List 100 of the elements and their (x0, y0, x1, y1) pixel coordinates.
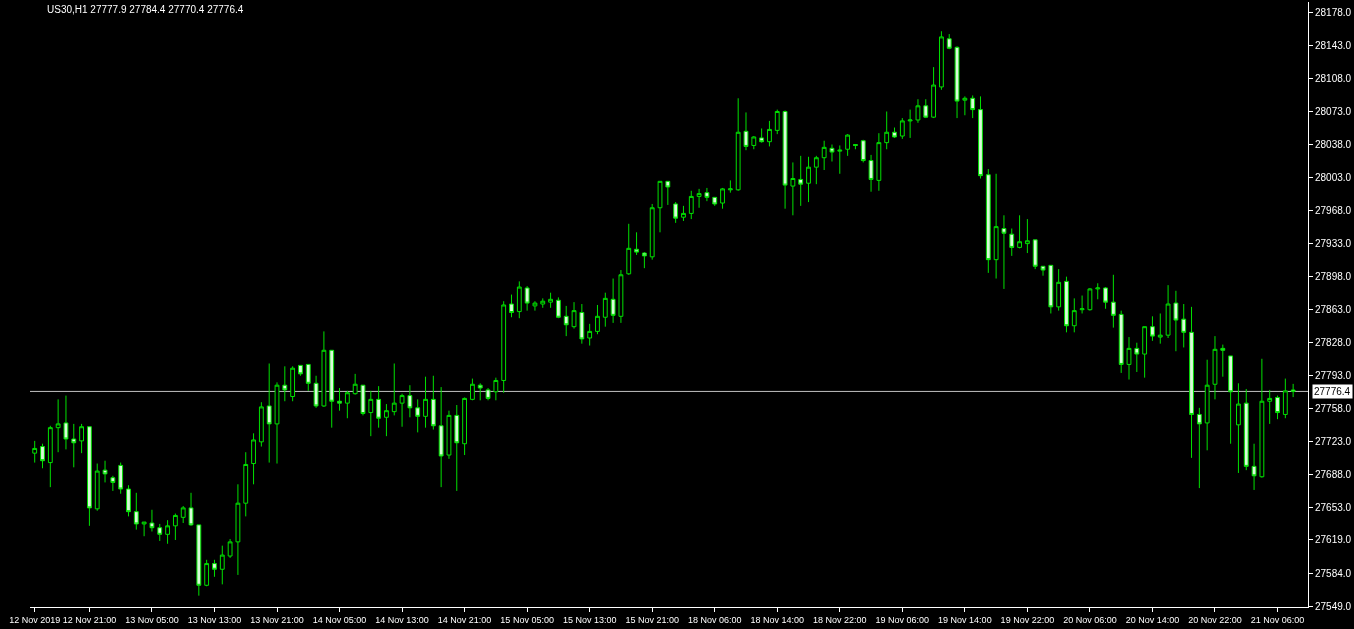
x-tick-label: 19 Nov 14:00 (938, 614, 992, 625)
candlestick (501, 300, 507, 394)
candlestick (563, 305, 569, 337)
x-tick-label: 13 Nov 13:00 (187, 614, 242, 625)
chart-title: US30,H1 27777.9 27784.4 27770.4 27776.4 (47, 4, 244, 15)
candlestick (149, 509, 155, 532)
x-tick-label: 18 Nov 14:00 (750, 614, 805, 625)
candlestick (970, 94, 976, 119)
x-tick-label: 19 Nov 22:00 (1000, 614, 1055, 625)
candlestick (1204, 359, 1210, 451)
candlestick (1165, 284, 1171, 339)
candlestick (720, 187, 725, 210)
candlestick (305, 363, 311, 392)
candlestick (1212, 335, 1218, 400)
x-tick-label: 14 Nov 13:00 (375, 614, 429, 625)
candlestick (399, 393, 405, 428)
candlestick (853, 144, 858, 150)
candlestick (938, 30, 944, 91)
candlestick (860, 139, 866, 163)
candlestick (40, 443, 45, 469)
candlestick (266, 362, 272, 464)
candlestick (829, 144, 835, 163)
candlestick (665, 180, 671, 206)
candlestick (235, 483, 241, 576)
y-tick-label: 28003.0 (1315, 172, 1352, 184)
candlestick (1150, 315, 1155, 342)
x-tick-label: 14 Nov 21:00 (437, 614, 492, 625)
candlestick (759, 127, 765, 144)
candlestick (157, 523, 163, 542)
candlestick (571, 301, 577, 330)
candlestick (1110, 274, 1116, 329)
y-tick-label: 27898.0 (1315, 271, 1352, 283)
candlestick (1275, 395, 1280, 420)
candlestick (141, 521, 147, 537)
candlestick (845, 133, 851, 157)
x-tick-label: 20 Nov 22:00 (1188, 614, 1242, 625)
candlestick (1259, 358, 1265, 479)
candlestick (110, 475, 116, 492)
candlestick (813, 155, 819, 185)
candlestick (1001, 214, 1007, 290)
x-tick-label: 18 Nov 06:00 (687, 614, 742, 625)
candlestick (1189, 306, 1194, 459)
candlestick (1126, 336, 1132, 381)
candlestick (587, 323, 593, 347)
candlestick (376, 385, 382, 429)
candlestick (806, 156, 811, 203)
y-tick-label: 28143.0 (1315, 39, 1352, 51)
candlestick (243, 451, 249, 517)
candlestick (1196, 407, 1202, 489)
candlestick (548, 292, 553, 309)
candlestick (415, 398, 421, 433)
candlestick (298, 364, 303, 377)
candlestick (681, 205, 686, 222)
candlestick (767, 120, 772, 147)
candlestick (610, 278, 616, 324)
candlestick (790, 161, 796, 216)
candlestick (1095, 282, 1101, 300)
candlestick (540, 297, 546, 309)
y-tick-label: 27653.0 (1315, 502, 1352, 514)
candlestick (923, 98, 929, 119)
y-tick-label: 27793.0 (1315, 370, 1352, 382)
candlestick (219, 545, 225, 585)
candlestick (688, 190, 694, 220)
candlestick (798, 155, 804, 207)
candlestick (1103, 286, 1108, 310)
candlestick (204, 559, 210, 587)
candlestick (1236, 382, 1241, 474)
candlestick (579, 303, 585, 345)
candlestick (1017, 214, 1022, 249)
candlestick (313, 375, 319, 409)
candlestick (251, 432, 256, 485)
candlestick (1290, 383, 1296, 398)
candlestick (274, 381, 280, 465)
x-tick-label: 20 Nov 14:00 (1125, 614, 1180, 625)
candlestick (1181, 303, 1187, 348)
candlestick (165, 519, 170, 545)
candlestick (1243, 388, 1249, 471)
candlestick (71, 423, 77, 468)
candlestick (344, 390, 350, 419)
candlestick (555, 296, 561, 319)
candlestick (102, 460, 108, 483)
x-tick-label: 12 Nov 2019 (9, 614, 61, 625)
candlestick (368, 390, 374, 437)
candlestick (1040, 265, 1046, 277)
candlestick (868, 154, 874, 193)
candlestick (1071, 297, 1077, 333)
candlestick (884, 110, 890, 150)
candlestick (55, 398, 61, 453)
y-tick-label: 27688.0 (1315, 469, 1352, 481)
candlestick (384, 403, 389, 437)
candlestick (704, 187, 710, 202)
y-tick-label: 28108.0 (1315, 72, 1352, 84)
candlestick (509, 294, 514, 318)
candlestick (892, 127, 897, 139)
candlestick (86, 426, 92, 527)
candlestick (63, 395, 69, 450)
candlestick (493, 377, 499, 401)
candlestick (227, 538, 233, 559)
candlestick (931, 66, 936, 119)
candlestick (602, 292, 608, 328)
